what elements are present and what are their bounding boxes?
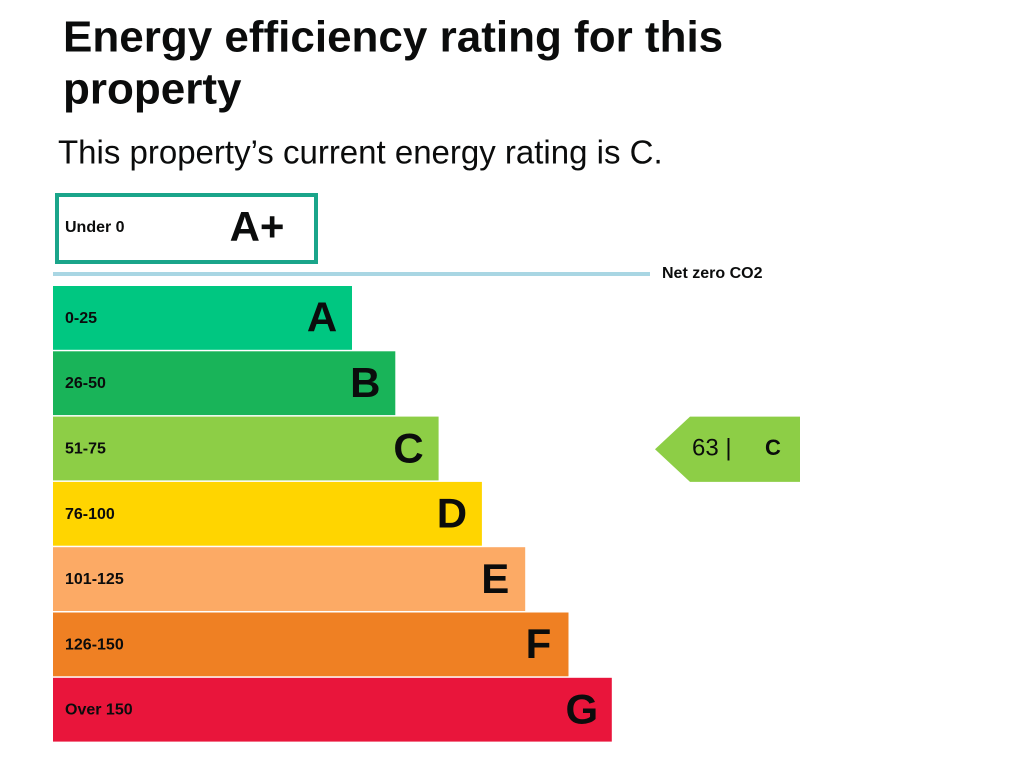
title-line: Energy efficiency rating for this (63, 13, 723, 62)
title-line: property (63, 65, 242, 114)
band-bar (53, 547, 526, 611)
band-letter: F (526, 620, 552, 667)
current-score: 63 | (692, 435, 732, 462)
band-range: 51-75 (65, 440, 106, 457)
band-letter: G (565, 686, 598, 733)
band-range: Under 0 (65, 219, 125, 236)
top-band-box (55, 193, 318, 264)
band-bar (53, 351, 396, 416)
bands: 0-25 A 26-50 B 51-75 C 76-100 D 101-125 E 126-150 F… (53, 286, 800, 742)
band-range: Over 150 (65, 702, 133, 719)
band-bar (53, 286, 352, 350)
band-letter: A (307, 294, 337, 341)
band-range: 0-25 (65, 310, 97, 327)
band-letter: D (437, 490, 467, 537)
net-zero-label: Net zero CO2 (662, 265, 763, 282)
band-bar (53, 612, 569, 677)
band-bar (53, 677, 612, 742)
band-range: 76-100 (65, 506, 115, 523)
band-range: 101-125 (65, 571, 124, 588)
band-letter: A+ (230, 203, 285, 250)
band-letter: E (481, 555, 509, 602)
current-marker (655, 416, 800, 482)
band-bar (53, 416, 439, 481)
band-range: 126-150 (65, 636, 124, 653)
band-letter: C (393, 424, 423, 471)
current-letter: C (765, 435, 781, 460)
band-range: 26-50 (65, 375, 106, 392)
band-letter: B (350, 359, 380, 406)
subtitle: This property’s current energy rating is… (58, 134, 663, 171)
band-bar (53, 481, 482, 546)
